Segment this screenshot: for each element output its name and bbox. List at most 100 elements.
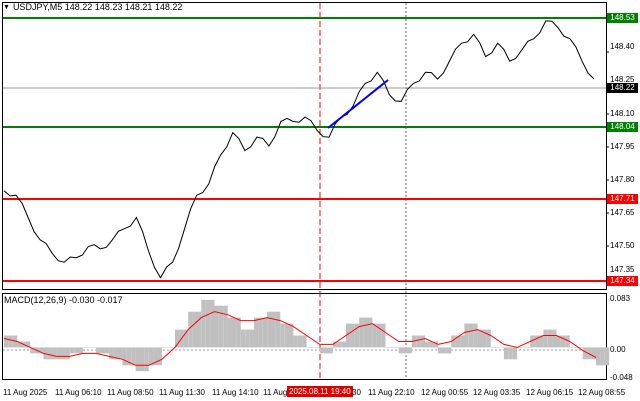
macd-bar [122,347,127,366]
macd-bar [161,347,167,348]
macd-bar [223,305,228,348]
macd-bar [113,347,118,360]
macd-bar [135,347,140,372]
macd-bar [183,329,189,348]
main-chart-frame [2,2,607,290]
macd-bar [578,347,583,348]
macd-bar [359,317,364,348]
macd-bar [460,335,465,348]
macd-bar [433,341,439,348]
macd-bar [267,311,272,348]
macd-bar [552,329,557,348]
macd-bar [574,347,579,348]
macd-bar [227,317,232,348]
macd-bar [512,347,518,360]
macd-bar [87,347,92,348]
macd-bar [398,347,404,354]
time-tick: 30 [352,388,361,397]
macd-bar [560,335,566,348]
macd-bar [254,317,259,348]
macd-bar [157,347,162,366]
symbol-header: ▼ USDJPY,M5 148.22 148.23 148.21 148.22 [3,2,182,12]
macd-bar [372,323,377,348]
macd-bar [100,347,105,354]
macd-bar [517,347,522,348]
time-tick: 11 Aug [263,388,288,397]
time-tick: 11 Aug 22:10 [368,388,415,397]
macd-bar [4,335,9,348]
macd-bar [302,335,307,348]
macd-bar [201,299,206,348]
macd-title: MACD(12,26,9) -0.030 -0.017 [4,295,123,305]
macd-bar [139,347,145,372]
price-tick: 147.80 [610,175,635,184]
macd-bar [280,323,285,348]
macd-bar [451,335,456,348]
macd-bar [587,347,592,360]
macd-bar [69,347,75,354]
macd-bar [416,335,421,348]
macd-bar [455,335,461,348]
time-tick: 11 Aug 2025 [3,388,48,397]
macd-bar [539,335,544,348]
blue-trend-line[interactable] [327,79,389,129]
macd-bar [289,323,294,348]
macd-bar [218,305,224,348]
price-tick: 148.40 [610,42,635,51]
macd-bar [118,347,123,360]
macd-bar [284,323,290,348]
price-tick: 147.50 [610,241,635,250]
macd-bar [381,323,386,348]
macd-bar [17,341,22,348]
macd-bar [104,347,110,354]
level-label-red-lower: 147.34 [607,276,638,286]
macd-bar [556,335,561,348]
macd-bar [56,347,61,360]
level-label-green: 148.04 [607,122,638,132]
macd-bar [332,341,338,348]
triangle-down-icon[interactable]: ▼ [3,3,10,11]
macd-bar [214,305,219,348]
time-tick: 12 Aug 03:35 [473,388,521,397]
macd-bar [442,347,447,354]
current-price-label: 148.22 [607,83,638,93]
macd-bar [52,347,57,360]
macd-bar [596,347,601,366]
macd-bar [385,347,390,348]
macd-bar [148,347,154,366]
price-tick: 148.10 [610,109,635,118]
macd-bar [8,335,13,348]
macd-bar [591,347,596,360]
macd-bar [205,299,211,348]
price-tick: 147.65 [610,208,635,217]
macd-bar [192,311,197,348]
macd-bar [311,347,316,348]
macd-bar [341,341,347,348]
level-label-red-upper: 147.71 [607,194,638,204]
macd-bar [82,347,88,348]
macd-bar [315,347,320,348]
macd-bar [508,347,513,360]
macd-bar [477,329,482,348]
macd-bar [188,311,193,348]
macd-bar [403,347,408,354]
macd-bar [30,347,35,354]
macd-bar [425,341,430,348]
macd-bar [389,347,395,348]
macd-bar [126,347,132,366]
macd-bar [65,347,70,360]
macd-bar [324,347,329,354]
macd-bar [600,347,605,366]
macd-bar [376,323,382,348]
macd-bar [236,317,241,348]
macd-bar [61,347,66,360]
macd-bar [78,347,83,354]
level-label-green-top: 148.53 [607,13,638,23]
time-tick: 11 Aug 14:10 [212,388,259,397]
time-tick: 12 Aug 06:15 [526,388,574,397]
crosshair-time-label: 2025.08.11 19:40 [287,386,353,397]
macd-bar [96,347,101,354]
macd-bar [468,323,474,348]
macd-bar [43,347,48,360]
